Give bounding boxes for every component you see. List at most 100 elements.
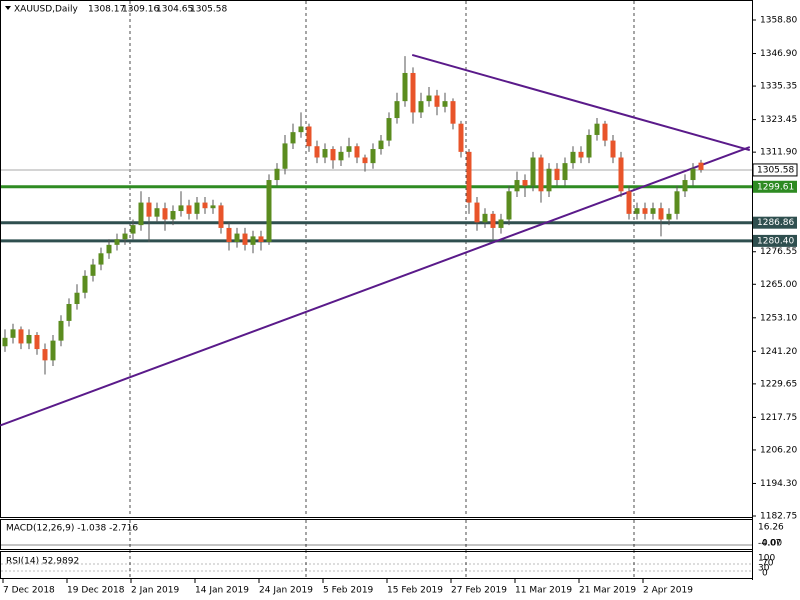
macd-scale: 0.00 [762,539,782,549]
candle-body [458,123,464,152]
candle-body [162,208,168,220]
candle-body [98,253,104,265]
candle-body [498,219,504,228]
candle-body [658,208,664,220]
candle-body [114,239,120,245]
y-tick-label: 1217.75 [760,413,797,423]
macd-scale: 16.26 [758,523,784,533]
candle-body [586,134,592,158]
candle-body [682,180,688,192]
candle-body [466,151,472,203]
macd-title: MACD(12,26,9) -1.038 -2.716 [6,524,138,534]
candle-body [138,202,144,226]
candle-body [690,168,696,181]
x-tick-label: 11 Mar 2019 [515,586,572,596]
rsi-scale: 30 [758,564,770,574]
candle-body [434,95,440,107]
candle-body [282,143,288,169]
candle-body [194,202,200,214]
candle-body [234,233,240,243]
candle-body [474,202,480,223]
trendline [411,53,751,152]
candle-body [354,146,360,158]
candle-body [26,334,32,344]
current-price-box [752,163,798,177]
x-tick-label: 5 Feb 2019 [323,586,374,596]
candle-body [674,191,680,214]
y-tick-label: 1182.75 [760,512,797,522]
low: 1304.65 [156,5,193,15]
y-tick-label: 1323.45 [760,115,797,125]
candle-body [42,349,48,361]
candle-body [386,118,392,141]
candle-body [210,205,216,209]
candle-body [362,157,368,164]
candle-body [338,151,344,161]
y-tick-label: 1241.20 [760,347,797,357]
candle-body [202,202,208,209]
y-tick-label: 1358.80 [760,16,797,26]
candle-body [530,157,536,186]
candle-body [610,140,616,158]
candle-body [2,337,8,347]
y-tick-label: 1335.35 [760,82,797,92]
y-tick-label: 1229.65 [760,379,797,389]
candle-body [346,146,352,152]
current-price-label: 1305.58 [757,165,794,175]
level-label: 1299.61 [757,182,794,192]
candle-body [578,151,584,158]
candle-body [218,205,224,228]
y-tick-label: 1194.30 [760,479,797,489]
x-tick-label: 2 Jan 2019 [131,586,179,596]
candle-body [290,132,296,144]
candle-body [170,211,176,220]
candle-body [306,126,312,147]
candle-body [450,101,456,124]
candle-body [66,304,72,321]
x-tick-label: 27 Feb 2019 [451,586,507,596]
y-tick-label: 1253.10 [760,313,797,323]
candle-body [442,101,448,107]
menu-icon [5,6,11,10]
rsi-scale: 100 [758,554,775,564]
rsi-scale: 70 [762,559,774,569]
candle-body [642,208,648,214]
candle-body [10,329,16,338]
x-tick-label: 7 Dec 2018 [3,586,55,596]
candle-body [538,157,544,192]
candle-body [394,101,400,119]
candle-body [274,168,280,181]
candle-body [370,149,376,164]
candle-body [266,180,272,243]
level-box [753,180,797,193]
x-tick-label: 19 Dec 2018 [67,586,125,596]
candle-body [186,205,192,214]
candle-body [242,233,248,245]
y-tick-label: 1265.00 [760,280,797,290]
y-tick-label: 1311.90 [760,148,797,158]
x-tick-label: 14 Jan 2019 [195,586,249,596]
candle-body [154,208,160,217]
level-label: 1286.86 [757,218,794,228]
candle-body [74,292,80,305]
candle-body [426,95,432,102]
candle-body [546,168,552,192]
candle-body [666,213,672,220]
rsi-scale: 0 [762,569,768,579]
candle-body [490,213,496,228]
close: 1305.58 [190,5,227,15]
y-tick-label: 1206.20 [760,445,797,455]
candle-body [522,180,528,186]
candle-body [258,236,264,243]
candle-body [482,213,488,223]
candle-body [602,123,608,141]
candle-body [50,340,56,361]
candle-body [402,72,408,102]
candle-body [570,151,576,164]
candle-body [122,233,128,240]
candle-body [178,205,184,212]
candle-body [650,208,656,214]
candle-body [562,163,568,181]
